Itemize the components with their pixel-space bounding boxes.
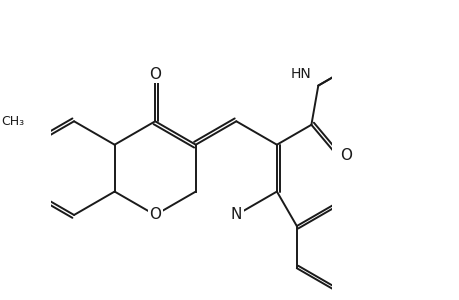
Text: O: O [149, 67, 161, 82]
Text: HN: HN [290, 67, 311, 81]
Text: O: O [149, 208, 161, 223]
Text: CH₃: CH₃ [2, 115, 25, 128]
Text: N: N [230, 208, 241, 223]
Text: O: O [340, 148, 352, 163]
